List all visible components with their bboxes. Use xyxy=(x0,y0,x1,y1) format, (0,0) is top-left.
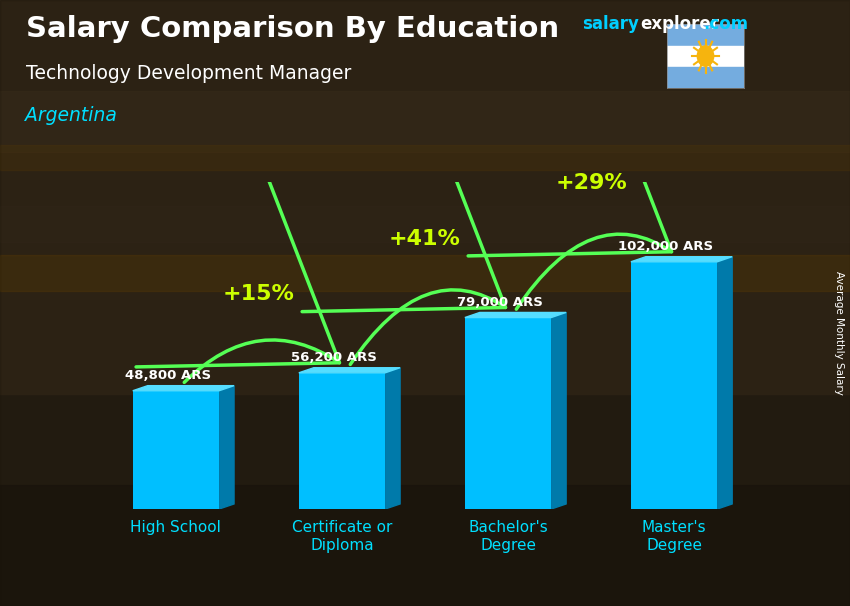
Text: 79,000 ARS: 79,000 ARS xyxy=(456,296,542,308)
Bar xyxy=(299,373,385,509)
Bar xyxy=(133,391,219,509)
Bar xyxy=(0,309,850,333)
Text: Salary Comparison By Education: Salary Comparison By Education xyxy=(26,15,558,43)
Polygon shape xyxy=(385,368,400,509)
Text: Technology Development Manager: Technology Development Manager xyxy=(26,64,351,82)
Polygon shape xyxy=(219,385,234,509)
Text: +15%: +15% xyxy=(223,284,295,304)
Polygon shape xyxy=(631,257,732,262)
Polygon shape xyxy=(299,368,400,373)
Polygon shape xyxy=(551,313,566,509)
Text: 56,200 ARS: 56,200 ARS xyxy=(291,351,377,364)
Polygon shape xyxy=(465,313,566,318)
FancyArrowPatch shape xyxy=(468,62,672,309)
Bar xyxy=(465,318,551,509)
Bar xyxy=(0,206,850,242)
Bar xyxy=(0,485,850,606)
Text: Argentina: Argentina xyxy=(26,106,117,125)
Text: +41%: +41% xyxy=(389,228,461,248)
Circle shape xyxy=(697,46,714,66)
Text: .com: .com xyxy=(703,15,748,33)
Text: 102,000 ARS: 102,000 ARS xyxy=(618,240,713,253)
Bar xyxy=(0,91,850,152)
Text: salary: salary xyxy=(582,15,639,33)
Text: +29%: +29% xyxy=(555,173,627,193)
Bar xyxy=(667,45,744,67)
Bar xyxy=(0,0,850,394)
Bar xyxy=(0,255,850,291)
Bar xyxy=(631,262,717,509)
Polygon shape xyxy=(717,257,732,509)
Text: 48,800 ARS: 48,800 ARS xyxy=(125,368,211,382)
Bar xyxy=(667,24,744,45)
FancyArrowPatch shape xyxy=(136,173,339,382)
Bar xyxy=(667,67,744,88)
FancyArrowPatch shape xyxy=(302,118,506,364)
Text: Average Monthly Salary: Average Monthly Salary xyxy=(834,271,844,395)
Bar xyxy=(0,145,850,170)
Polygon shape xyxy=(133,385,234,391)
Text: explorer: explorer xyxy=(640,15,719,33)
